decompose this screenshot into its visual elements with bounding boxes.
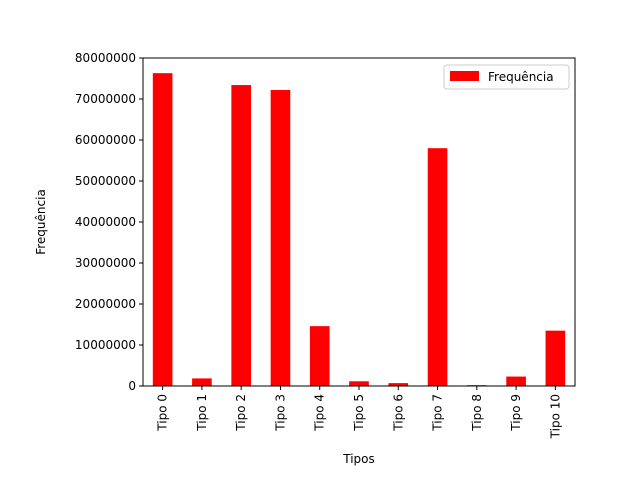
bar-tipo-6 xyxy=(388,383,409,386)
y-tick-label: 40000000 xyxy=(75,215,136,229)
bar-tipo-1 xyxy=(192,378,212,386)
y-axis-ticks: 0 10000000 20000000 30000000 40000000 5000000… xyxy=(75,51,143,393)
x-tick-label: Tipo 1 xyxy=(195,394,209,432)
y-tick-label: 70000000 xyxy=(75,92,136,106)
y-tick-label: 60000000 xyxy=(75,133,136,147)
x-tick-label: Tipo 6 xyxy=(391,394,405,432)
bar-tipo-9 xyxy=(506,376,526,386)
x-tick-label: Tipo 10 xyxy=(548,394,562,439)
bar-tipo-7 xyxy=(427,148,448,386)
axes-frame xyxy=(142,57,576,387)
x-axis-label: Tipos xyxy=(342,452,375,466)
bar-tipo-10 xyxy=(545,330,566,386)
y-tick-label: 30000000 xyxy=(75,256,136,270)
x-tick-label: Tipo 2 xyxy=(234,394,248,432)
y-tick-label: 50000000 xyxy=(75,174,136,188)
y-tick-label: 80000000 xyxy=(75,51,136,65)
legend-label: Frequência xyxy=(488,70,554,84)
legend-swatch xyxy=(450,71,479,81)
x-tick-label: Tipo 8 xyxy=(470,394,484,432)
x-axis-ticks: Tipo 0 Tipo 1 Tipo 2 Tipo 3 Tipo 4 Tipo 5 Tipo… xyxy=(156,386,562,439)
x-tick-label: Tipo 0 xyxy=(156,394,170,432)
x-tick-label: Tipo 4 xyxy=(313,394,327,432)
y-tick-label: 20000000 xyxy=(75,297,136,311)
y-tick-label: 10000000 xyxy=(75,338,136,352)
bar-tipo-4 xyxy=(309,326,330,386)
x-tick-label: Tipo 9 xyxy=(509,394,523,432)
bar-tipo-0 xyxy=(152,73,173,387)
x-tick-label: Tipo 3 xyxy=(273,394,287,432)
x-tick-label: Tipo 5 xyxy=(352,394,366,432)
bar-tipo-5 xyxy=(349,381,369,386)
bar-tipo-2 xyxy=(231,85,251,386)
legend: Frequência xyxy=(443,64,570,90)
y-axis-label: Frequência xyxy=(34,189,48,255)
y-tick-label: 0 xyxy=(128,379,136,393)
bar-tipo-3 xyxy=(270,89,291,386)
x-tick-label: Tipo 7 xyxy=(431,394,445,432)
